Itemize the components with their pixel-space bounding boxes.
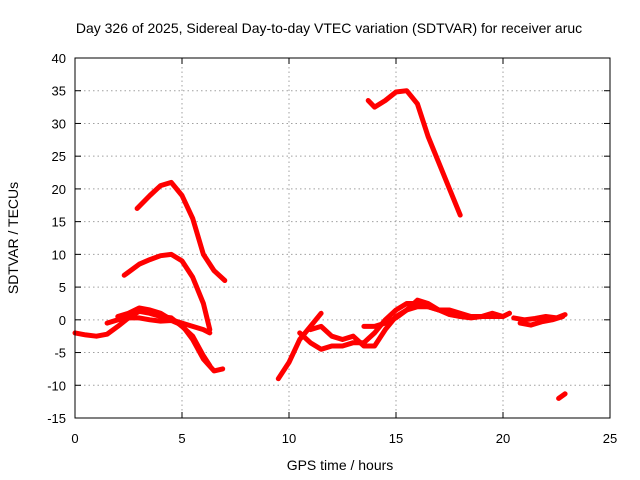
y-tick-label: 15 bbox=[52, 215, 66, 230]
data-series bbox=[72, 88, 568, 401]
y-tick-label: 5 bbox=[59, 280, 66, 295]
x-axis-label: GPS time / hours bbox=[287, 457, 394, 473]
tick-labels: 0 5 10 15 20 25 -15 -10 -5 0 5 10 15 20 25 30 35 40 bbox=[47, 51, 617, 446]
x-tick-label: 15 bbox=[389, 431, 403, 446]
plot-frame bbox=[74, 57, 611, 419]
series-line-arc-e bbox=[134, 179, 228, 283]
x-tick-label: 5 bbox=[178, 431, 185, 446]
x-tick-label: 0 bbox=[71, 431, 78, 446]
grid bbox=[75, 58, 610, 418]
y-tick-label: 40 bbox=[52, 51, 66, 66]
series-line-arc-l bbox=[517, 314, 566, 328]
series-line-arc-j bbox=[365, 88, 463, 218]
series-line-arc-c bbox=[115, 305, 213, 336]
y-tick-label: 10 bbox=[52, 247, 66, 262]
y-tick-label: 20 bbox=[52, 182, 66, 197]
y-tick-label: -5 bbox=[54, 346, 66, 361]
x-tick-label: 20 bbox=[496, 431, 510, 446]
y-tick-label: -10 bbox=[47, 378, 66, 393]
y-tick-label: 35 bbox=[52, 84, 66, 99]
series-line-arc-b bbox=[104, 315, 226, 374]
series-line-arc-m bbox=[556, 391, 568, 401]
x-tick-label: 25 bbox=[603, 431, 617, 446]
series-line-arc-d bbox=[121, 251, 213, 333]
series-line-arc-i bbox=[361, 304, 512, 329]
y-axis-label: SDTVAR / TECUs bbox=[5, 182, 21, 294]
y-tick-label: 30 bbox=[52, 116, 66, 131]
y-tick-label: 0 bbox=[59, 313, 66, 328]
y-tick-label: 25 bbox=[52, 149, 66, 164]
series-line-arc-f bbox=[275, 310, 324, 382]
x-tick-label: 10 bbox=[282, 431, 296, 446]
chart-title: Day 326 of 2025, Sidereal Day-to-day VTE… bbox=[76, 20, 582, 36]
y-tick-label: -15 bbox=[47, 411, 66, 426]
